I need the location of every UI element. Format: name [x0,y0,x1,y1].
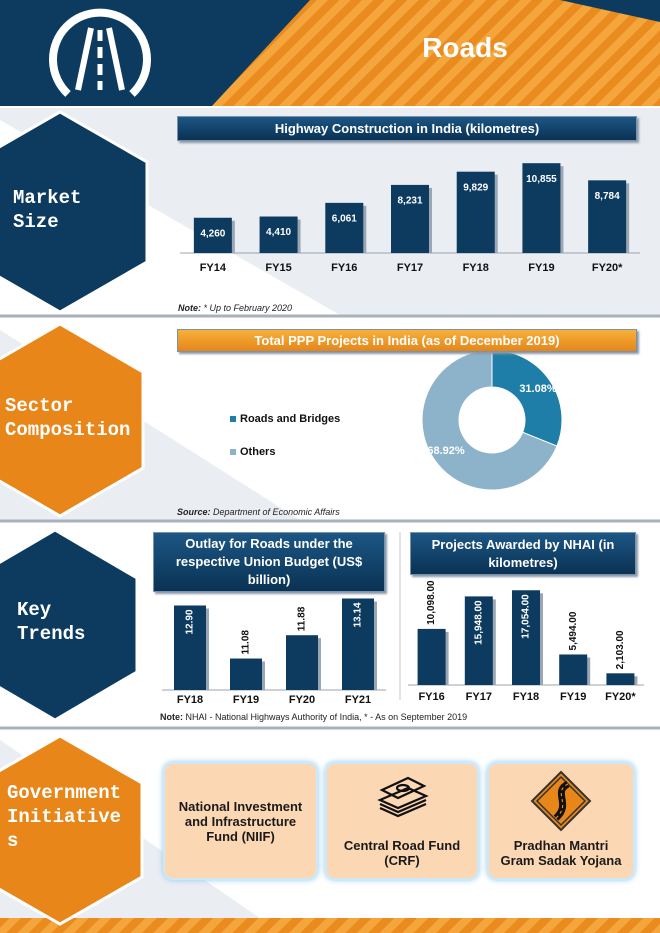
bar [286,635,318,690]
x-tick-label: FY16 [418,691,444,703]
pie-slice [491,349,563,447]
logo [49,8,151,97]
note-label: Note: [178,303,201,313]
value-label: 8,231 [397,196,422,207]
header-corner [560,0,660,22]
value-label: 8,784 [595,191,620,202]
note-label: Note: [160,712,183,722]
bar [522,163,561,253]
bar [230,658,262,690]
value-label: 4,260 [200,228,225,239]
x-tick-label: FY19 [560,691,586,703]
initiative-label: Central Road Fund (CRF) [343,838,461,868]
bar [259,216,298,253]
x-tick-label: FY15 [265,262,291,274]
value-label: 68.92% [427,445,465,457]
note: Note: * Up to February 2020 [178,303,292,313]
legend-swatch [230,416,236,422]
section-label: Key Trends [17,599,86,645]
value-label: 5,494.00 [568,611,579,650]
bar [559,654,588,685]
initiative-card: National Investment and Infrastructure F… [163,762,318,880]
section-label: Sector Composition [5,395,131,441]
footer-stripes [0,918,660,933]
note-label: Source: [177,507,211,517]
hexagon [0,734,144,926]
bar [325,202,364,253]
bar [391,184,429,253]
pie-slice [421,349,558,491]
value-label: 11.08 [241,630,252,655]
section-label: Market Size [13,187,82,233]
note: Note: NHAI - National Highways Authority… [160,712,467,722]
initiative-card: Pradhan Mantri Gram Sadak Yojana [487,762,635,880]
value-label: 10,098.00 [426,580,437,625]
hexagon [0,110,149,314]
value-label: 2,103.00 [615,630,626,669]
value-label: 4,410 [266,227,291,238]
x-tick-label: FY18 [177,694,203,706]
x-tick-label: FY21 [345,694,371,706]
initiative-card: Central Road Fund (CRF) [325,762,479,880]
chart-title: Outlay for Roads under the respective Un… [153,532,385,592]
legend-label: Others [240,446,275,458]
x-tick-label: FY18 [463,262,489,274]
page-title: Roads [422,32,508,63]
x-tick-label: FY18 [513,691,539,703]
section-label: Government Initiatives [7,782,122,852]
value-label: 31.08% [519,383,557,395]
value-label: 11.88 [297,606,308,631]
road-sign-icon [530,770,592,832]
legend-label: Roads and Bridges [240,413,340,425]
x-tick-label: FY20* [592,262,623,274]
bar [464,596,493,685]
money-icon [377,776,429,818]
value-label: 17,054.00 [521,594,532,639]
note-text: NHAI - National Highways Authority of In… [185,712,468,722]
value-label: 10,855 [526,174,557,185]
x-tick-label: FY16 [331,262,357,274]
value-label: 13.14 [353,602,364,627]
note-text: * Up to February 2020 [203,303,293,313]
bar [342,598,374,690]
bar [512,590,540,685]
value-label: 15,948.00 [473,600,484,645]
chart-title: Highway Construction in India (kilometre… [177,116,637,141]
x-tick-label: FY19 [233,694,259,706]
hexagon [0,322,145,518]
note-text: Department of Economic Affairs [213,507,340,517]
bar [417,628,446,685]
bar [174,605,206,690]
x-tick-label: FY14 [200,262,227,274]
x-tick-label: FY17 [466,691,492,703]
value-label: 9,829 [463,182,488,193]
x-tick-label: FY19 [528,262,554,274]
chart-title: Projects Awarded by NHAI (in kilometres) [410,532,636,575]
bar [606,673,635,685]
chart-title: Total PPP Projects in India (as of Decem… [177,329,637,352]
x-tick-label: FY20 [289,694,315,706]
legend-swatch [230,449,236,455]
x-tick-label: FY17 [397,262,423,274]
note: Source: Department of Economic Affairs [177,507,340,517]
value-label: 12.90 [185,609,196,634]
hexagon [0,528,139,722]
initiative-label: National Investment and Infrastructure F… [178,798,303,844]
x-tick-label: FY20* [605,691,636,703]
value-label: 6,061 [332,213,357,224]
bar [193,217,232,253]
bar [456,171,495,253]
bar [588,180,627,253]
initiative-label: Pradhan Mantri Gram Sadak Yojana [500,838,622,868]
